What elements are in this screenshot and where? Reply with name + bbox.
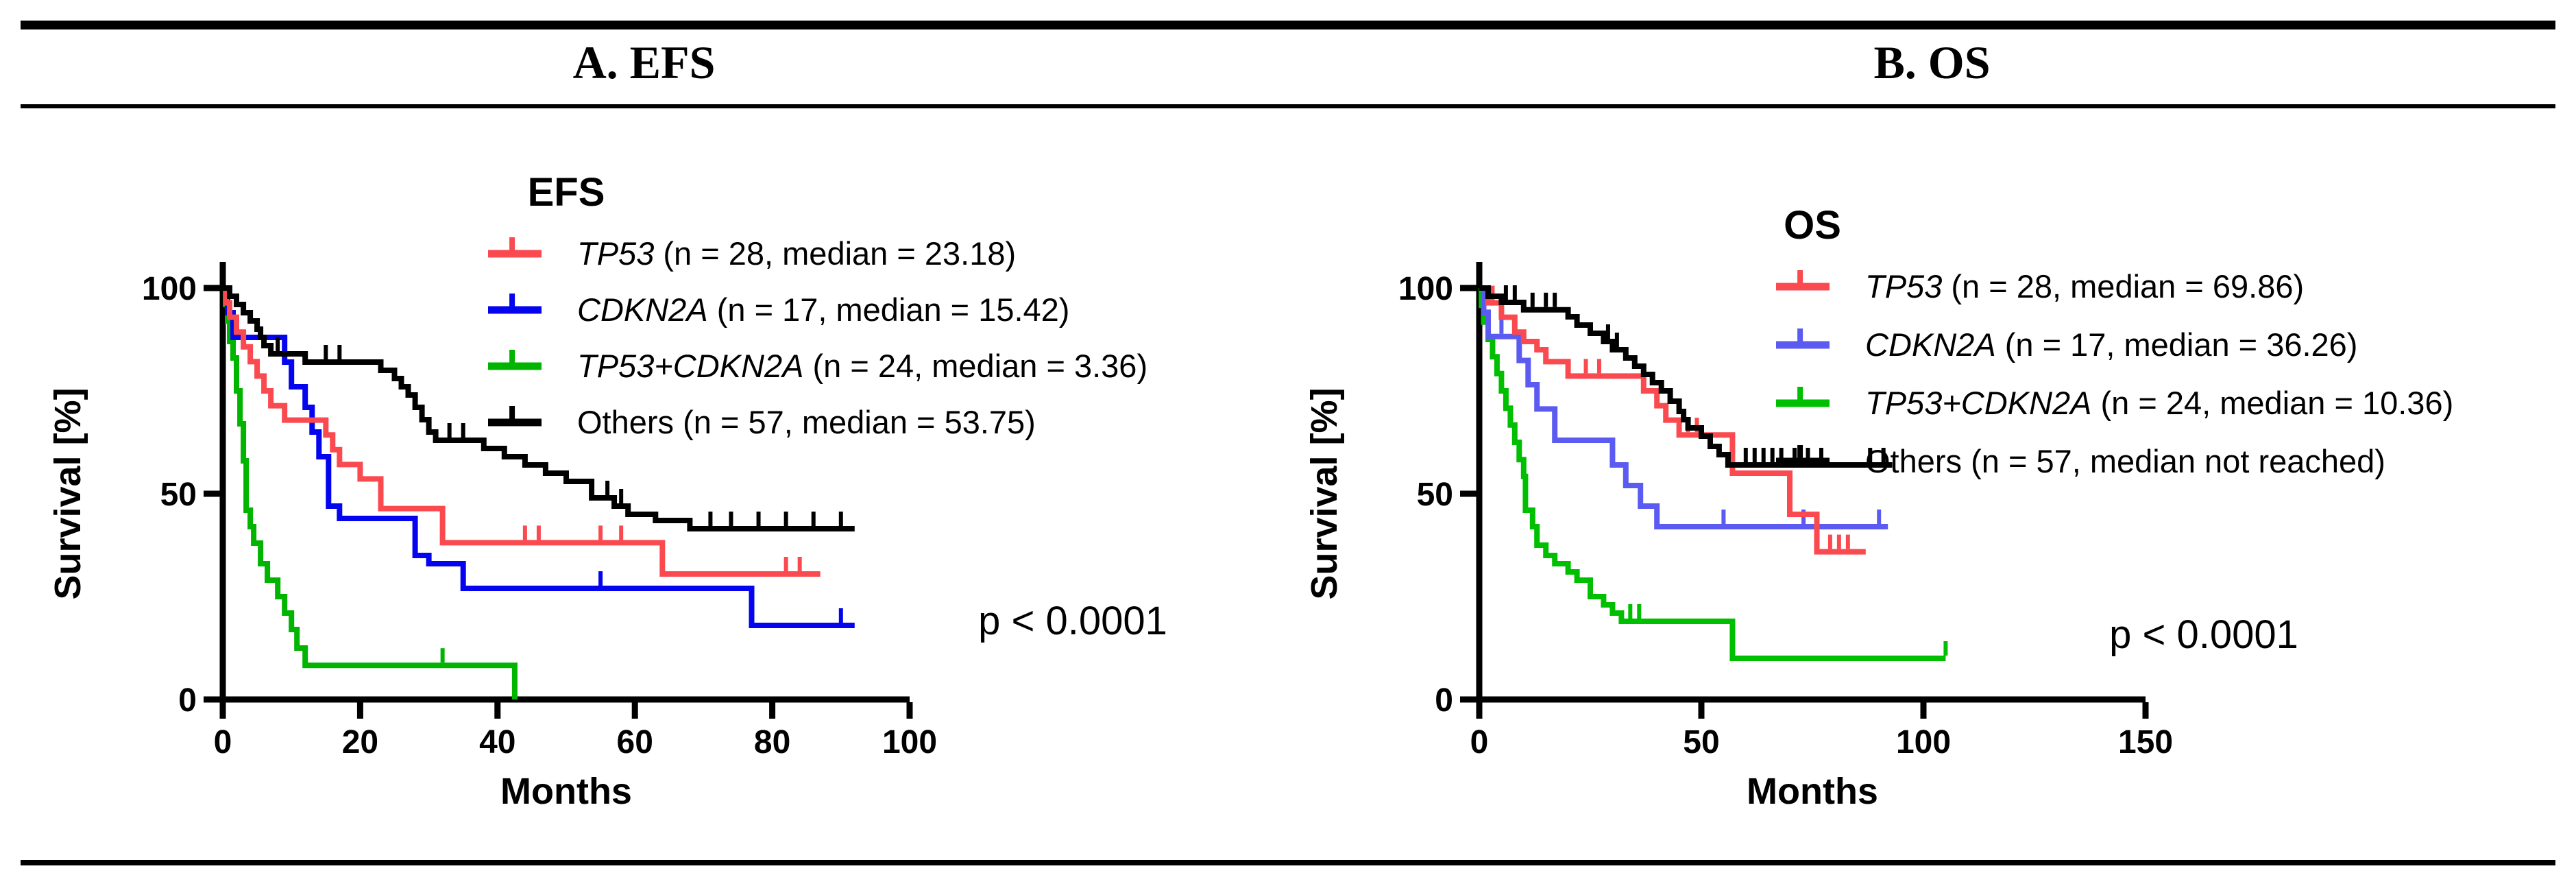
legend-item-CDKN2A: CDKN2A (n = 17, median = 36.26) — [1776, 326, 2357, 363]
legend-label-TP53: TP53 (n = 28, median = 23.18) — [577, 235, 1016, 272]
series-TP53 — [223, 285, 821, 577]
axis-lines — [219, 262, 910, 703]
y-tick-label: 100 — [1398, 271, 1453, 307]
survival-curve-TP53+CDKN2A — [1479, 285, 1946, 661]
panel-b-header: B. OS — [1873, 36, 1991, 88]
chart-title: EFS — [528, 170, 605, 215]
survival-curve-Others — [223, 285, 855, 531]
x-tick-label: 0 — [1470, 724, 1489, 761]
x-tick-label: 50 — [1683, 724, 1719, 761]
survival-curve-Others — [1479, 285, 1893, 468]
x-axis-title: Months — [500, 771, 632, 812]
legend-item-Others: Others (n = 57, median not reached) — [1776, 443, 2385, 479]
legend-item-Others: Others (n = 57, median = 53.75) — [488, 404, 1036, 440]
x-tick-label: 100 — [882, 724, 937, 761]
x-tick-label: 150 — [2118, 724, 2173, 761]
legend-label-Others: Others (n = 57, median not reached) — [1865, 443, 2385, 479]
legend-label-Others: Others (n = 57, median = 53.75) — [577, 404, 1036, 440]
axis-lines — [1476, 262, 2146, 703]
km-chart-efs: 0 50 100 0 20 40 60 80 100 Months Survival [%] EFS p… — [47, 170, 1167, 812]
legend-label-TP53: TP53 (n = 28, median = 69.86) — [1865, 268, 2304, 304]
panel-a-header: A. EFS — [572, 36, 716, 88]
y-axis-title: Survival [%] — [1304, 387, 1345, 599]
series-TP53 — [1479, 285, 1866, 555]
p-value-label: p < 0.0001 — [2109, 612, 2298, 657]
series-Others — [1479, 285, 1893, 468]
x-tick-label: 100 — [1896, 724, 1951, 761]
y-axis-title: Survival [%] — [47, 387, 88, 599]
legend-item-TP53: TP53 (n = 28, median = 69.86) — [1776, 268, 2304, 304]
km-chart-os: 0 50 100 0 50 100 150 Months Survival [%] OS p < 0… — [1304, 203, 2453, 812]
x-tick-label: 0 — [214, 724, 232, 761]
top-rule — [21, 21, 2555, 29]
series-TP53+CDKN2A — [1479, 285, 1948, 661]
survival-curve-TP53 — [1479, 285, 1866, 555]
legend-item-TP53: TP53 (n = 28, median = 23.18) — [488, 235, 1016, 272]
series-CDKN2A — [1479, 285, 1888, 529]
chart-title: OS — [1784, 203, 1841, 248]
legend-label-CDKN2A: CDKN2A (n = 17, median = 36.26) — [1865, 326, 2357, 363]
survival-curve-CDKN2A — [1479, 285, 1888, 529]
series-TP53+CDKN2A — [223, 285, 518, 699]
y-tick-label: 0 — [1435, 682, 1453, 719]
survival-curve-TP53+CDKN2A — [223, 285, 518, 699]
y-tick-label: 100 — [142, 271, 197, 307]
series-Others — [223, 285, 855, 531]
bottom-rule — [21, 860, 2555, 865]
p-value-label: p < 0.0001 — [978, 599, 1167, 643]
x-tick-label: 40 — [479, 724, 515, 761]
x-tick-label: 60 — [617, 724, 653, 761]
legend-item-TP53+CDKN2A: TP53+CDKN2A (n = 24, median = 10.36) — [1776, 385, 2453, 421]
legend-label-TP53+CDKN2A: TP53+CDKN2A (n = 24, median = 10.36) — [1865, 385, 2453, 421]
x-tick-label: 80 — [754, 724, 790, 761]
legend-item-CDKN2A: CDKN2A (n = 17, median = 15.42) — [488, 291, 1069, 328]
legend-label-CDKN2A: CDKN2A (n = 17, median = 15.42) — [577, 291, 1069, 328]
legend-label-TP53+CDKN2A: TP53+CDKN2A (n = 24, median = 3.36) — [577, 348, 1147, 384]
x-tick-label: 20 — [342, 724, 378, 761]
x-axis-title: Months — [1747, 771, 1878, 812]
header-divider-rule — [21, 104, 2555, 108]
legend-item-TP53+CDKN2A: TP53+CDKN2A (n = 24, median = 3.36) — [488, 348, 1147, 384]
y-tick-label: 0 — [178, 682, 197, 719]
y-tick-label: 50 — [160, 477, 197, 513]
survival-curve-TP53 — [223, 285, 821, 577]
y-tick-label: 50 — [1417, 477, 1453, 513]
